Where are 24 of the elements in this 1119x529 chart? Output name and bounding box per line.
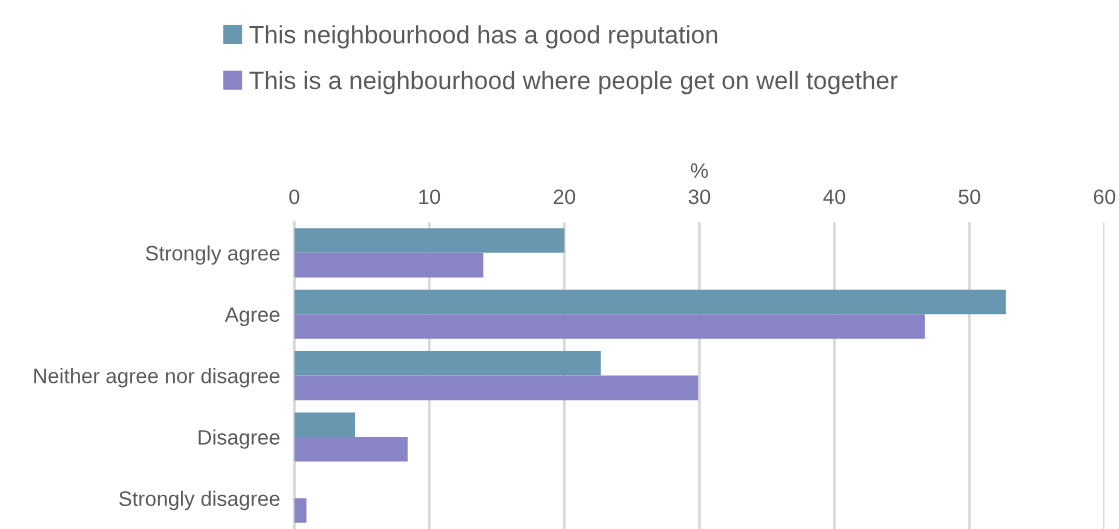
y-tick-label: Neither agree nor disagree [34, 368, 280, 388]
x-tick-label: 40 [823, 189, 846, 205]
legend-label: This is a neighbourhood where people get on well together [249, 70, 898, 95]
bar [294, 375, 699, 401]
y-tick-label: Agree [224, 307, 280, 327]
x-axis-title: % [690, 163, 708, 178]
x-tick-label: 50 [958, 189, 981, 205]
y-tick-label: Strongly agree [145, 245, 280, 265]
legend-label: This neighbourhood has a good reputation [249, 25, 718, 49]
bar [294, 252, 484, 278]
y-tick-label: Strongly disagree [119, 490, 280, 511]
bar [294, 314, 925, 339]
bar [294, 436, 408, 462]
x-tick-label: 20 [553, 189, 576, 205]
y-tick-label: Disagree [198, 429, 280, 449]
bar [294, 351, 601, 376]
bar [294, 412, 356, 437]
bar [294, 289, 1006, 315]
x-tick-label: 0 [289, 189, 300, 205]
x-tick-label: 30 [688, 189, 711, 205]
x-tick-label: 60 [1093, 189, 1116, 205]
bar [294, 228, 565, 253]
bar [294, 498, 307, 523]
x-tick-label: 10 [419, 189, 441, 205]
